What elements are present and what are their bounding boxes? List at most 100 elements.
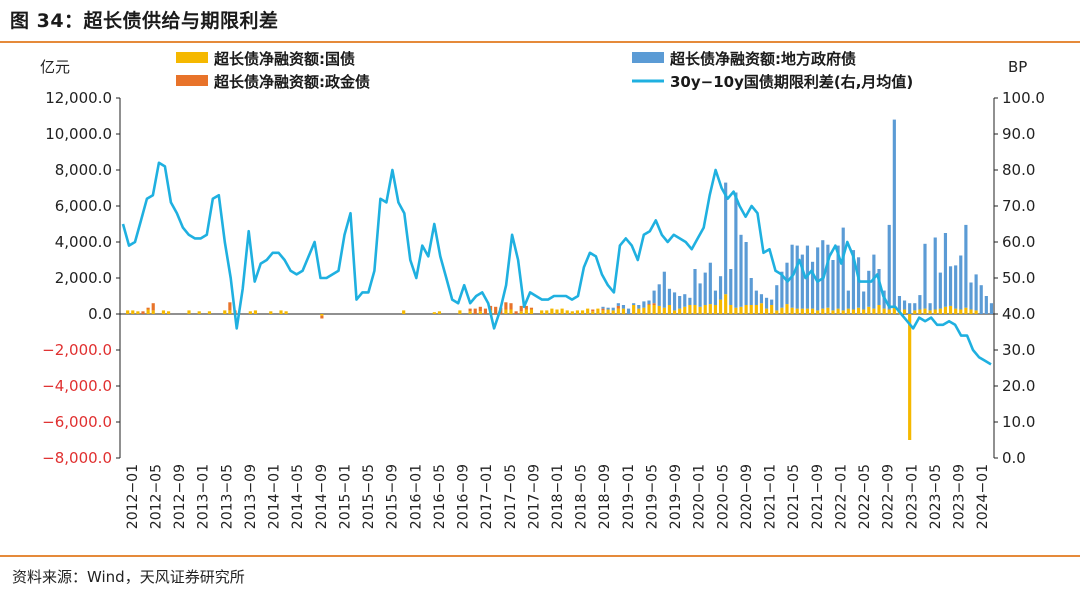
treasury-bar	[161, 310, 166, 314]
local-gov-bar	[918, 295, 922, 310]
right-tick-label: 20.0	[1002, 377, 1035, 395]
legend-swatch	[176, 52, 208, 63]
x-tick-label: 2014−09	[314, 464, 330, 529]
title-divider	[0, 41, 1080, 43]
local-gov-bar	[759, 294, 764, 304]
policy-bank-bar	[478, 306, 482, 312]
legend-label: 30y−10y国债期限利差(右,月均值)	[670, 73, 913, 91]
treasury-bar	[734, 307, 738, 314]
spread-line	[121, 161, 992, 366]
x-tick-label: 2021−01	[763, 464, 779, 529]
local-gov-bar	[611, 307, 615, 311]
left-tick-label: −6,000.0	[42, 413, 112, 431]
local-gov-bar	[810, 261, 815, 309]
treasury-bar	[913, 310, 917, 314]
left-tick-label: 10,000.0	[45, 125, 112, 143]
local-gov-bar	[754, 290, 758, 305]
x-tick-label: 2017−05	[503, 464, 519, 529]
local-gov-bar	[867, 270, 871, 307]
treasury-bar	[672, 310, 677, 314]
local-gov-bar	[739, 234, 743, 307]
policy-bank-bar	[529, 307, 534, 310]
treasury-bar	[770, 305, 774, 314]
figure-title: 图 34：超长债供给与期限利差	[10, 10, 279, 32]
policy-bank-bar	[519, 305, 523, 312]
policy-bank-bar	[483, 308, 488, 314]
treasury-bar	[207, 311, 212, 314]
treasury-bar	[688, 305, 692, 314]
x-tick-label: 2017−09	[526, 464, 542, 529]
local-gov-bar	[821, 240, 825, 309]
treasury-bar	[908, 314, 912, 440]
policy-bank-bar	[473, 308, 477, 314]
chart-axes: 12,000.0 10,000.0 8,000.0 6,000.0 4,000.0 2,0…	[42, 89, 1045, 467]
local-gov-bar	[764, 297, 769, 309]
legend-label: 超长债净融资额:政金债	[213, 73, 370, 91]
treasury-bar	[892, 306, 896, 314]
treasury-bar	[954, 308, 958, 314]
treasury-bar	[795, 308, 799, 314]
x-tick-label: 2017−01	[479, 464, 495, 529]
policy-bank-bar	[601, 308, 605, 311]
x-tick-label: 2016−09	[456, 464, 472, 529]
treasury-bar	[437, 311, 442, 314]
local-gov-bar	[862, 291, 866, 310]
local-gov-bar	[749, 278, 753, 305]
legend-label: 超长债净融资额:地方政府债	[669, 50, 856, 68]
right-tick-label: 0.0	[1002, 449, 1026, 467]
local-gov-bar	[626, 308, 631, 314]
treasury-bar	[683, 306, 687, 314]
local-gov-bar	[647, 300, 651, 305]
treasury-bar	[948, 305, 953, 314]
local-gov-bar	[718, 276, 723, 300]
treasury-bar	[223, 310, 227, 314]
treasury-bar	[529, 309, 534, 314]
treasury-bar	[826, 307, 830, 314]
local-gov-bar	[984, 296, 988, 314]
treasury-bar	[887, 309, 891, 314]
treasury-bar	[790, 307, 794, 314]
x-tick-label: 2012−05	[148, 464, 164, 529]
spread-line-series	[121, 161, 992, 366]
local-gov-bar	[902, 300, 907, 310]
local-gov-bar	[642, 301, 646, 308]
treasury-bar	[519, 311, 523, 314]
policy-bank-bar	[591, 309, 595, 312]
treasury-bar	[964, 307, 968, 314]
treasury-bar	[764, 308, 769, 314]
treasury-bar	[974, 310, 978, 314]
local-gov-bar	[621, 305, 626, 309]
x-tick-label: 2013−05	[219, 464, 235, 529]
local-gov-bar	[979, 285, 983, 314]
legend-swatch	[632, 52, 664, 63]
treasury-bar	[739, 306, 743, 314]
treasury-bar	[131, 310, 135, 314]
treasury-bar	[851, 309, 856, 314]
local-gov-bar	[729, 269, 733, 305]
right-tick-label: 60.0	[1002, 233, 1035, 251]
treasury-bar	[836, 308, 840, 314]
local-gov-bar	[632, 303, 636, 305]
treasury-bar	[775, 310, 779, 314]
policy-bank-bar	[504, 302, 508, 310]
local-gov-bar	[816, 247, 820, 311]
local-gov-bar	[846, 290, 850, 309]
treasury-bar	[565, 310, 569, 314]
treasury-bar	[841, 310, 845, 314]
local-gov-bar	[785, 262, 789, 305]
treasury-bar	[601, 310, 605, 314]
policy-bank-bar	[151, 303, 155, 311]
x-tick-label: 2019−09	[668, 464, 684, 529]
x-tick-label: 2012−09	[172, 464, 188, 529]
treasury-bar	[816, 310, 820, 314]
policy-bank-bar	[146, 307, 150, 310]
treasury-bar	[187, 310, 191, 314]
treasury-bar	[647, 305, 651, 314]
treasury-bar	[718, 299, 723, 314]
treasury-bar	[197, 311, 201, 314]
local-gov-bar	[964, 224, 968, 308]
treasury-bar	[759, 303, 764, 314]
local-gov-bar	[836, 245, 840, 309]
treasury-bar	[938, 308, 942, 314]
